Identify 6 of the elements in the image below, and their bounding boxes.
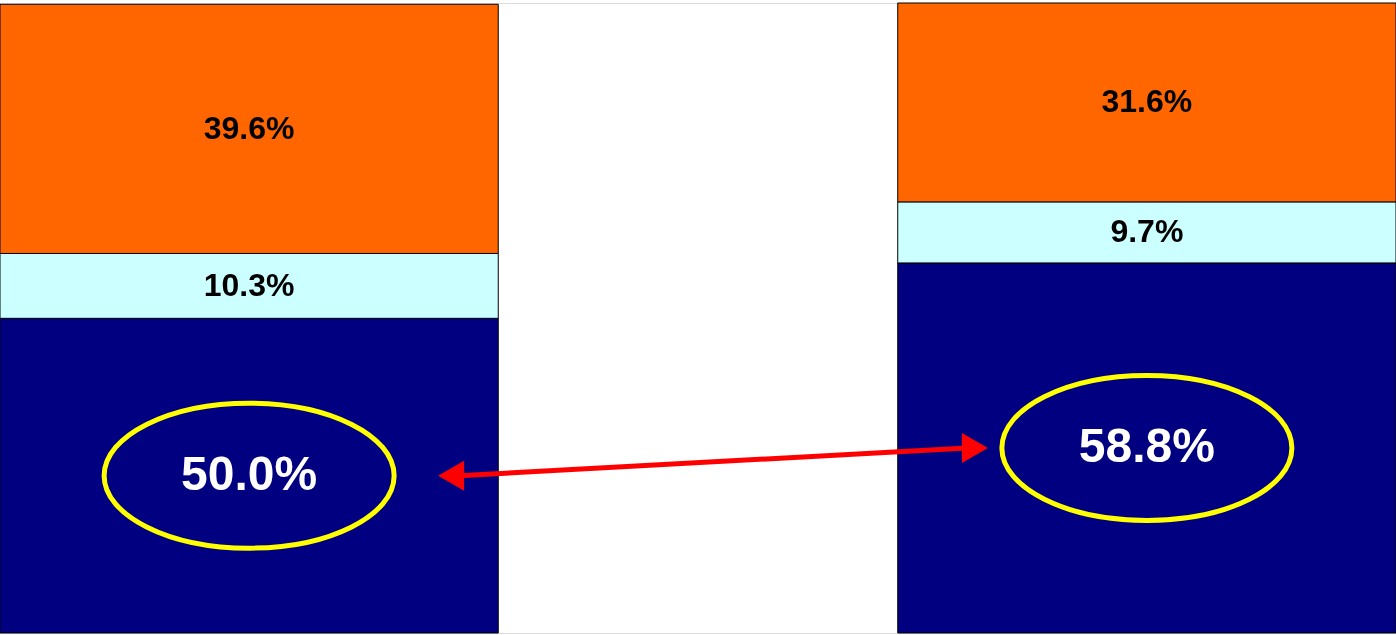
data-label: 39.6%: [203, 109, 295, 146]
data-label: 10.3%: [203, 266, 295, 303]
data-label: 31.6%: [1101, 83, 1193, 120]
data-label: 50.0%: [181, 446, 318, 500]
data-label: 58.8%: [1078, 418, 1215, 472]
data-label: 9.7%: [1110, 213, 1184, 250]
